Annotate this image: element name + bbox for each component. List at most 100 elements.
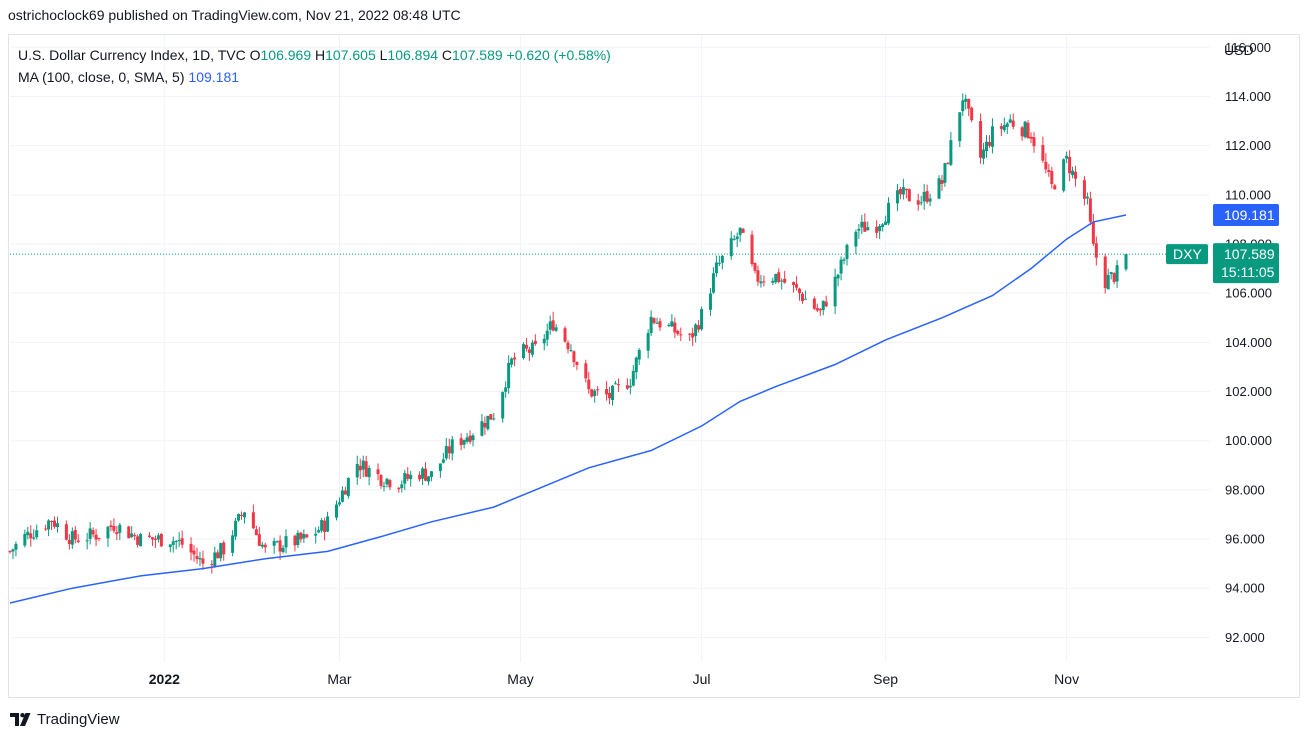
candle <box>334 500 338 521</box>
candle <box>1082 176 1086 206</box>
candle <box>759 274 763 288</box>
candle <box>201 550 205 570</box>
tradingview-logo-icon <box>10 713 31 726</box>
candle <box>958 112 962 148</box>
currency-label[interactable]: USD <box>1224 42 1254 58</box>
candle <box>774 273 778 285</box>
candle <box>907 188 911 202</box>
candle <box>174 539 178 550</box>
candle <box>70 527 74 549</box>
candle <box>53 516 57 529</box>
candle <box>305 533 309 539</box>
candle <box>299 531 303 543</box>
candle <box>293 534 297 552</box>
candle <box>424 462 428 482</box>
candle <box>634 356 638 380</box>
candle <box>625 378 629 390</box>
candle <box>1047 164 1051 177</box>
candle <box>863 213 867 232</box>
candle <box>1109 271 1113 280</box>
candle <box>753 262 757 274</box>
candle <box>91 527 95 538</box>
candle <box>613 381 617 385</box>
candle <box>533 334 537 346</box>
candle <box>237 513 241 522</box>
close-label: C <box>441 47 453 63</box>
candle <box>222 540 226 561</box>
candle <box>136 534 140 548</box>
candle <box>1026 120 1030 139</box>
candle <box>231 530 235 557</box>
candle <box>780 278 784 290</box>
ma-row: MA (100, close, 0, SMA, 5) 109.181 <box>18 66 611 88</box>
candle <box>219 542 223 562</box>
candle <box>1124 253 1128 272</box>
candle <box>616 378 620 393</box>
candle <box>694 322 698 343</box>
candle <box>919 195 923 206</box>
candle <box>148 532 151 538</box>
ma-line <box>9 214 1127 604</box>
candle <box>112 518 116 534</box>
candle <box>115 525 119 541</box>
candle <box>501 391 505 423</box>
candle <box>379 473 383 489</box>
candle <box>192 545 196 562</box>
candle <box>76 534 80 544</box>
chart-grid <box>10 35 1210 662</box>
candle <box>272 537 276 554</box>
candle <box>937 175 941 200</box>
candle <box>358 458 362 479</box>
candle <box>815 303 819 313</box>
candle <box>628 378 632 395</box>
candle <box>471 433 475 447</box>
candle <box>1029 132 1033 144</box>
symbol-name[interactable]: U.S. Dollar Currency Index, 1D, TVC <box>18 47 246 63</box>
chart-legend: U.S. Dollar Currency Index, 1D, TVC O106… <box>18 44 611 88</box>
candle <box>1032 132 1036 153</box>
candle <box>513 352 517 367</box>
candle <box>554 324 558 333</box>
candle <box>649 310 653 337</box>
candle <box>254 525 258 536</box>
candle <box>551 311 555 332</box>
candle <box>1062 158 1066 193</box>
candle <box>1053 183 1057 190</box>
candle <box>1094 236 1098 266</box>
candle <box>735 232 739 248</box>
candle <box>278 535 282 560</box>
candle <box>421 466 425 485</box>
candle <box>999 123 1003 137</box>
close-value: 107.589 <box>452 47 503 63</box>
candle <box>483 416 487 435</box>
footer-brand[interactable]: TradingView <box>10 711 120 728</box>
candle <box>242 511 246 524</box>
candle <box>11 548 15 560</box>
candle <box>961 93 965 116</box>
candle <box>1005 121 1009 135</box>
candle <box>697 320 701 333</box>
candle <box>275 540 279 544</box>
open-value: 106.969 <box>260 47 312 63</box>
ma-label[interactable]: MA (100, close, 0, SMA, 5) <box>18 69 185 85</box>
price-tick: 98.000 <box>1225 482 1265 497</box>
candle <box>575 361 579 371</box>
candle <box>130 526 134 539</box>
candle <box>860 214 864 235</box>
candle <box>418 471 422 482</box>
candle <box>406 467 410 482</box>
candle <box>29 525 33 547</box>
candle <box>1088 191 1092 226</box>
candle <box>637 348 641 365</box>
candle <box>738 227 742 243</box>
candle <box>854 229 858 255</box>
candle <box>700 306 704 331</box>
candle <box>1044 153 1048 174</box>
candle <box>887 197 891 226</box>
ma-price-tag: 109.181 <box>1213 203 1279 226</box>
candle <box>427 476 430 486</box>
candle <box>109 520 113 532</box>
candle <box>251 504 255 530</box>
candle <box>156 533 160 543</box>
